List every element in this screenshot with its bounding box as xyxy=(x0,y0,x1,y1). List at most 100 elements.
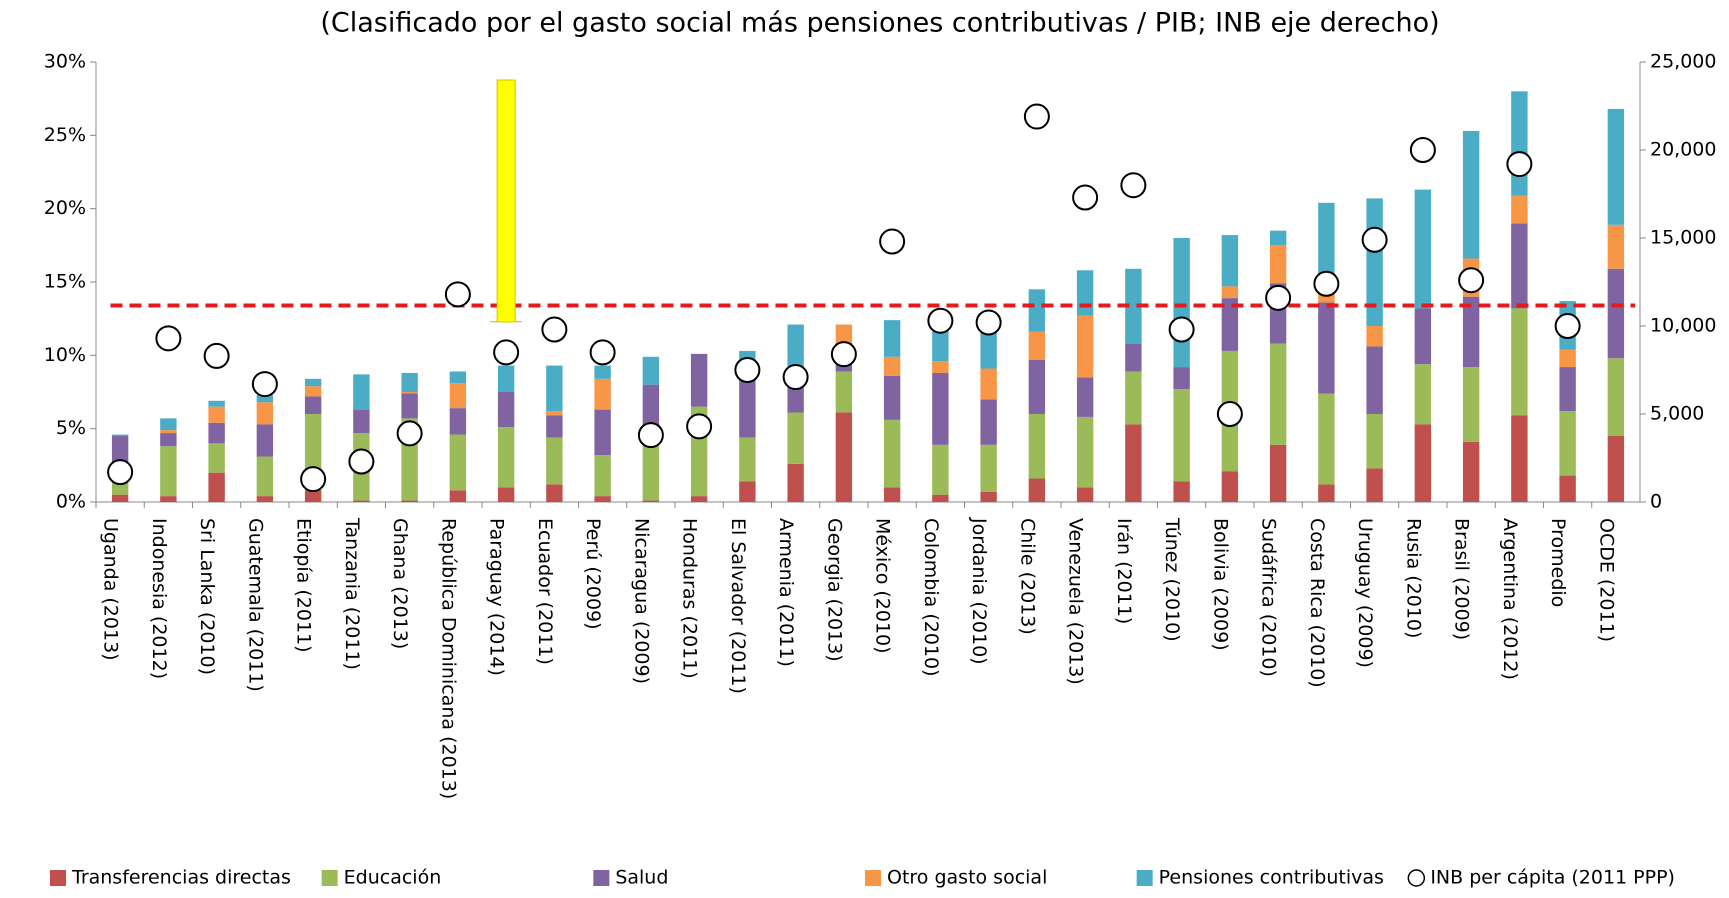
legend-swatch xyxy=(321,870,338,886)
legend-label: Transferencias directas xyxy=(71,867,291,889)
bar-segment xyxy=(1366,326,1383,347)
bar-segment xyxy=(353,409,370,434)
legend-label: Educación xyxy=(344,867,442,889)
x-tick-label: Paraguay (2014) xyxy=(486,518,508,676)
gni-marker xyxy=(1506,151,1533,178)
bar-segment xyxy=(1511,223,1528,309)
bar-segment xyxy=(1028,478,1046,502)
bar-segment xyxy=(1076,270,1094,316)
bar-segment xyxy=(497,365,515,392)
highlight-arrow xyxy=(490,79,523,323)
bar-segment xyxy=(980,368,997,400)
bar-segment xyxy=(304,490,322,502)
bar-segment xyxy=(1028,331,1046,360)
bar-segment xyxy=(160,430,177,434)
bar-segment xyxy=(1076,487,1094,502)
gni-marker xyxy=(348,448,375,475)
bar-segment xyxy=(1028,289,1046,332)
gni-marker xyxy=(830,341,857,368)
bar-segment xyxy=(1511,91,1528,196)
legend-swatch xyxy=(1136,870,1153,886)
bar-segment xyxy=(1173,389,1190,482)
y-tick-label: 20% xyxy=(44,197,86,219)
x-tick-label: El Salvador (2011) xyxy=(727,518,749,694)
bar-segment xyxy=(1607,224,1625,269)
bar-segment xyxy=(1607,108,1625,225)
bar-segment xyxy=(1318,202,1335,291)
bar-segment xyxy=(1559,367,1576,412)
x-tick-label: Sudáfrica (2010) xyxy=(1258,518,1280,677)
bar-segment xyxy=(1173,238,1190,368)
bar-segment xyxy=(883,320,901,357)
bar-segment xyxy=(353,500,370,502)
gni-marker xyxy=(1265,284,1292,311)
bar-segment xyxy=(1125,343,1142,372)
legend-label: INB per cápita (2011 PPP) xyxy=(1430,867,1675,889)
bar-segment xyxy=(1318,393,1335,485)
y-tick-label: 15% xyxy=(44,271,86,293)
x-tick-label: Venezuela (2013) xyxy=(1065,518,1087,685)
x-tick-label: Georgia (2013) xyxy=(823,518,845,662)
bar-segment xyxy=(1414,424,1432,502)
x-tick-label: Costa Rica (2010) xyxy=(1306,518,1328,688)
x-tick-label: OCDE (2011) xyxy=(1595,518,1617,642)
bar-segment xyxy=(256,402,274,425)
x-tick-label: Brasil (2009) xyxy=(1451,518,1473,640)
bar-segment xyxy=(883,356,901,376)
bar-segment xyxy=(256,496,274,502)
gni-marker xyxy=(1361,226,1388,253)
bar-segment xyxy=(304,378,322,387)
gni-marker xyxy=(589,339,616,366)
bar-segment xyxy=(594,365,611,379)
x-tick-label: Chile (2013) xyxy=(1016,518,1038,635)
bar-segment xyxy=(401,393,418,419)
bar-segment xyxy=(1366,414,1383,469)
legend-label: Pensiones contributivas xyxy=(1159,867,1384,889)
bar-segment xyxy=(787,412,804,464)
bar-segment xyxy=(1607,436,1625,502)
bar-segment xyxy=(1125,268,1142,344)
bar-segment xyxy=(1028,414,1046,479)
bar-segment xyxy=(208,406,225,423)
x-tick-label: Uganda (2013) xyxy=(100,518,122,661)
y2-tick-label: 20,000 xyxy=(1650,139,1716,161)
gni-marker xyxy=(107,459,134,486)
x-tick-label: Promedio xyxy=(1547,518,1569,607)
bar-segment xyxy=(497,487,515,502)
bar-segment xyxy=(353,374,370,410)
bar-segment xyxy=(1173,481,1190,502)
x-tick-label: Túnez (2010) xyxy=(1161,517,1183,642)
x-tick-label: Guatemala (2011) xyxy=(244,518,266,692)
y-tick-label: 5% xyxy=(56,417,86,439)
bar-segment xyxy=(208,400,225,407)
bar-segment xyxy=(883,419,901,488)
bar-segment xyxy=(932,444,949,495)
bar-segment xyxy=(160,446,177,497)
bar-segment xyxy=(546,411,563,416)
bar-segment xyxy=(1559,349,1576,368)
x-tick-label: México (2010) xyxy=(872,518,894,654)
bar-segment xyxy=(1221,298,1239,351)
bar-segment xyxy=(304,396,322,414)
bar-segment xyxy=(1511,415,1528,502)
bar-segment xyxy=(980,326,997,369)
bar-segment xyxy=(449,371,467,384)
bar-segment xyxy=(256,394,274,403)
bar-segment xyxy=(1462,441,1480,502)
gni-marker xyxy=(1168,316,1195,343)
bar-segment xyxy=(1366,346,1383,414)
x-tick-label: Colombia (2010) xyxy=(920,518,942,677)
bar-segment xyxy=(980,491,997,502)
bar-segment xyxy=(1076,377,1094,417)
bar-segment xyxy=(546,437,563,485)
gni-marker xyxy=(1554,313,1581,339)
bar-segment xyxy=(690,496,708,502)
bar-segment xyxy=(1076,315,1094,378)
bar-segment xyxy=(1269,444,1287,502)
bar-segment xyxy=(690,353,708,407)
bar-segment xyxy=(449,434,467,491)
x-tick-label: Nicaragua (2009) xyxy=(630,518,652,684)
y2-tick-label: 25,000 xyxy=(1650,51,1716,73)
bar-segment xyxy=(1511,195,1528,224)
